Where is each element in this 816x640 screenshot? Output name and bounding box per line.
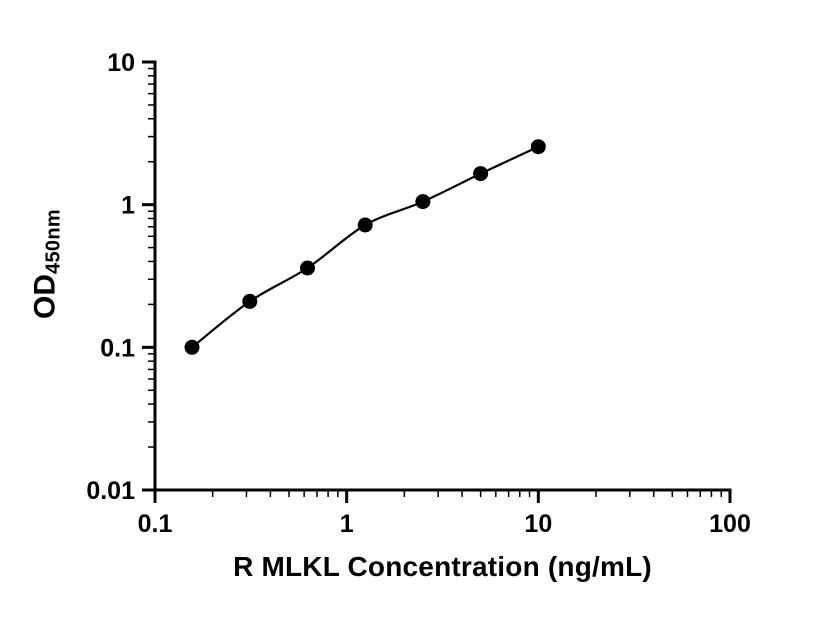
data-point-marker (415, 194, 431, 210)
y-axis-title-sub: 450nm (42, 209, 65, 274)
y-axis-title-main: OD (28, 273, 62, 319)
y-tick-label: 1 (121, 192, 135, 220)
x-tick-label: 10 (524, 510, 552, 538)
data-point-marker (300, 260, 315, 276)
y-tick-label: 0.01 (86, 477, 135, 505)
x-tick-label: 1 (340, 510, 354, 538)
x-axis-title: R MLKL Concentration (ng/mL) (233, 551, 652, 582)
y-tick-label: 10 (107, 49, 135, 77)
y-axis-title: OD450nm (29, 209, 66, 319)
data-point-marker (530, 139, 546, 155)
data-point-marker (242, 293, 258, 309)
data-point-marker (357, 217, 373, 233)
data-point-marker (184, 339, 200, 355)
data-point-marker (473, 166, 489, 182)
x-tick-label: 0.1 (138, 510, 173, 538)
x-tick-label: 100 (709, 510, 751, 538)
y-tick-label: 0.1 (100, 334, 135, 362)
